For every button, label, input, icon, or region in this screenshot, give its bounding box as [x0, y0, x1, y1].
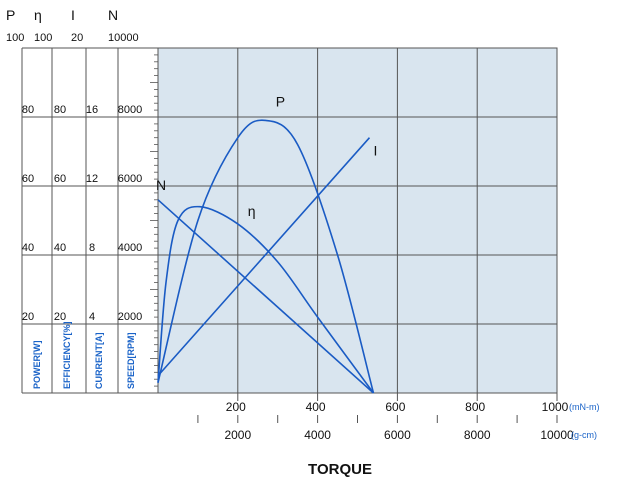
tick-label-P-20: 20 [22, 311, 34, 323]
tick-label-eta-60: 60 [54, 173, 66, 185]
x-tick-label-mNm-600: 600 [385, 400, 405, 414]
axis-label-2: EFFICIENCY[%] [62, 321, 72, 389]
curve-eta [157, 205, 375, 394]
x-tick-label-mNm-1000: 1000 [542, 400, 569, 414]
tick-label-eta-20: 20 [54, 311, 66, 323]
curve-label-p: P [276, 93, 285, 109]
axis-symbol-1: P [6, 7, 15, 23]
tick-label-eta-80: 80 [54, 104, 66, 116]
axis-top-value-1: 100 [6, 32, 24, 44]
x-axis: 200 400 600 800 1000 (mN-m) 2000 4000 6000 8000 10… [197, 393, 600, 442]
curve-p [157, 119, 375, 394]
left-scale-panel: 20 20 4 2000 40 40 8 4000 60 60 12 6000 80 80 16 8000 PO… [21, 47, 158, 394]
tick-label-I-16: 16 [86, 104, 98, 116]
x-tick-label-mNm-800: 800 [465, 400, 485, 414]
axis-label-4: SPEED[RPM] [126, 332, 136, 389]
tick-label-eta-40: 40 [54, 242, 66, 254]
axis-headers: P 100 η 100 I 20 N 10000 [6, 7, 139, 44]
tick-label-I-4: 4 [89, 311, 95, 323]
x-tick-label-gcm-8000: 8000 [464, 428, 491, 442]
axis-symbol-4: N [108, 7, 118, 23]
x-unit-gcm: (g-cm) [571, 430, 597, 440]
x-axis-title: TORQUE [308, 461, 372, 478]
tick-label-P-40: 40 [22, 242, 34, 254]
tick-label-N-8000: 8000 [118, 104, 142, 116]
x-tick-label-gcm-10000: 10000 [540, 428, 574, 442]
curve-n [157, 199, 374, 394]
x-tick-label-gcm-2000: 2000 [224, 428, 251, 442]
x-tick-label-mNm-200: 200 [226, 400, 246, 414]
tick-label-P-80: 80 [22, 104, 34, 116]
x-tick-label-gcm-6000: 6000 [384, 428, 411, 442]
axis-symbol-2: η [34, 7, 42, 23]
curves: Pη N I [156, 93, 377, 394]
curve-i [157, 137, 371, 377]
curve-label-eta: η [248, 203, 256, 219]
axis-top-value-3: 20 [71, 32, 83, 44]
tick-label-N-6000: 6000 [118, 173, 142, 185]
axis-top-value-2: 100 [34, 32, 52, 44]
axis-label-3: CURRENT[A] [94, 333, 104, 390]
tick-label-I-12: 12 [86, 173, 98, 185]
x-tick-label-gcm-4000: 4000 [304, 428, 331, 442]
x-tick-label-mNm-400: 400 [306, 400, 326, 414]
axis-top-value-4: 10000 [108, 32, 139, 44]
plot-background [157, 47, 558, 394]
axis-label-1: POWER[W] [32, 341, 42, 390]
tick-label-P-60: 60 [22, 173, 34, 185]
tick-label-I-8: 8 [89, 242, 95, 254]
x-unit-mNm: (mN-m) [569, 402, 600, 412]
plot-area [157, 47, 558, 394]
tick-label-N-2000: 2000 [118, 311, 142, 323]
curve-label-i: I [373, 143, 377, 159]
axis-symbol-3: I [71, 7, 75, 23]
tick-label-N-4000: 4000 [118, 242, 142, 254]
curve-label-n: N [156, 177, 166, 193]
